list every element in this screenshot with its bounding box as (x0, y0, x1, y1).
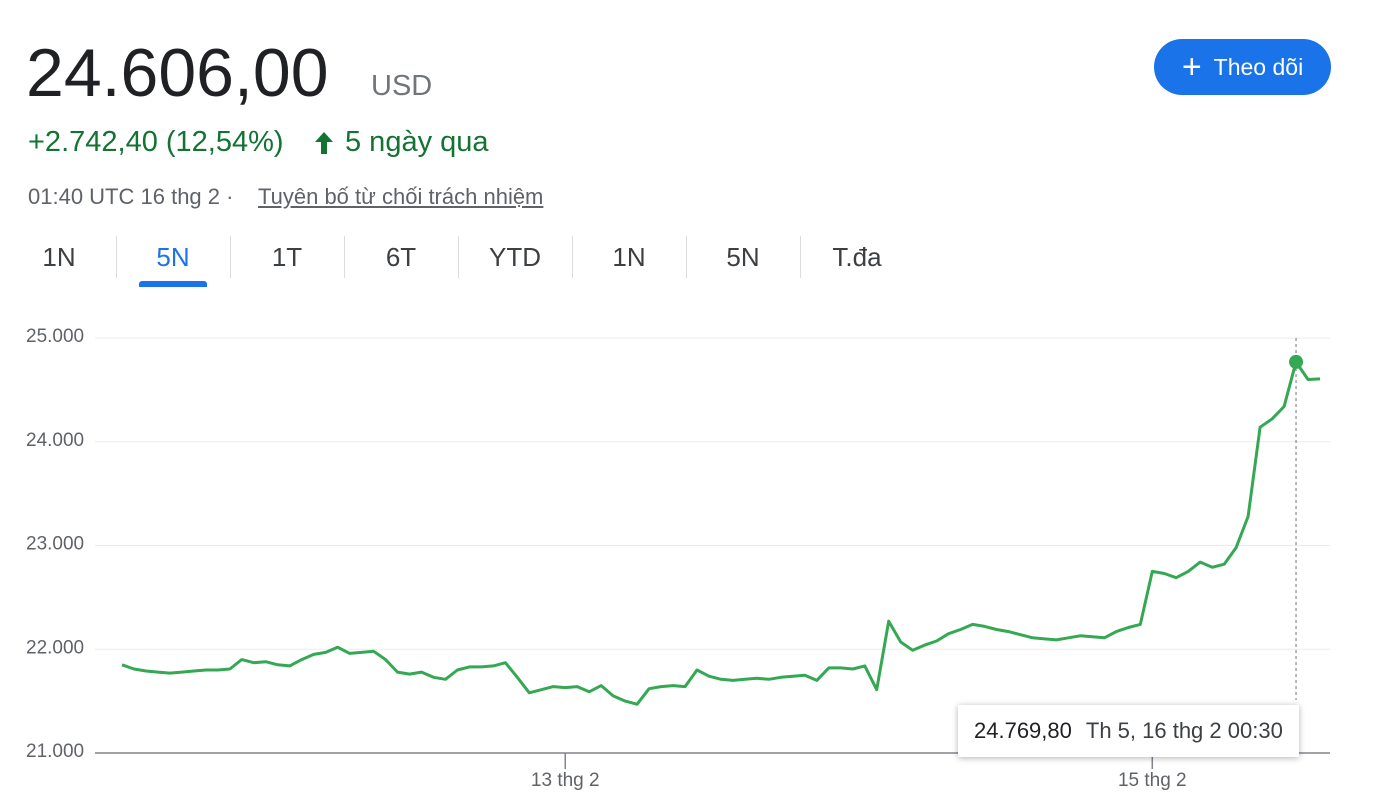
range-tab[interactable]: 5N (116, 234, 230, 287)
up-arrow (315, 132, 333, 154)
range-tab[interactable]: YTD (458, 234, 572, 280)
change: +2.742,40 (12,54%) (28, 126, 284, 158)
price-line (121, 360, 1321, 706)
tooltip-date: Th 5, 16 thg 2 00:30 (1085, 718, 1283, 743)
price: 24.606,00 (26, 35, 329, 111)
range-tab[interactable]: 1N (572, 234, 686, 280)
x-tick-label: 15 thg 2 (1118, 770, 1187, 791)
range-tab[interactable]: T.đa (800, 234, 914, 280)
tooltip-value: 24.769,80 (974, 718, 1072, 743)
hover-point (1289, 354, 1304, 369)
range-tab[interactable]: 1T (230, 234, 344, 280)
range-tab[interactable]: 6T (344, 234, 458, 280)
y-tick-label: 25.000 (26, 326, 84, 347)
y-tick-label: 22.000 (26, 637, 84, 658)
currency: USD (371, 70, 433, 102)
y-tick-label: 24.000 (26, 430, 84, 451)
range-tab[interactable]: 1N (42, 242, 76, 272)
range-tabs: 1N 5N 1T 6T YTD 1N 5N T.đa (2, 234, 914, 287)
plus-icon: + (1181, 48, 1202, 86)
y-tick-label: 21.000 (26, 741, 84, 762)
y-tick-label: 23.000 (26, 534, 84, 555)
tooltip: 24.769,80 Th 5, 16 thg 2 00:30 (958, 705, 1299, 757)
range-tab[interactable]: 5N (686, 234, 800, 280)
follow-label: Theo dõi (1213, 53, 1304, 80)
disclaimer-link[interactable]: Tuyên bố từ chối trách nhiệm (258, 184, 544, 209)
follow-button[interactable]: + Theo dõi (1154, 39, 1331, 95)
x-tick-label: 13 thg 2 (531, 770, 600, 791)
period: 5 ngày qua (345, 126, 489, 158)
timestamp: 01:40 UTC 16 thg 2 · (28, 184, 234, 209)
